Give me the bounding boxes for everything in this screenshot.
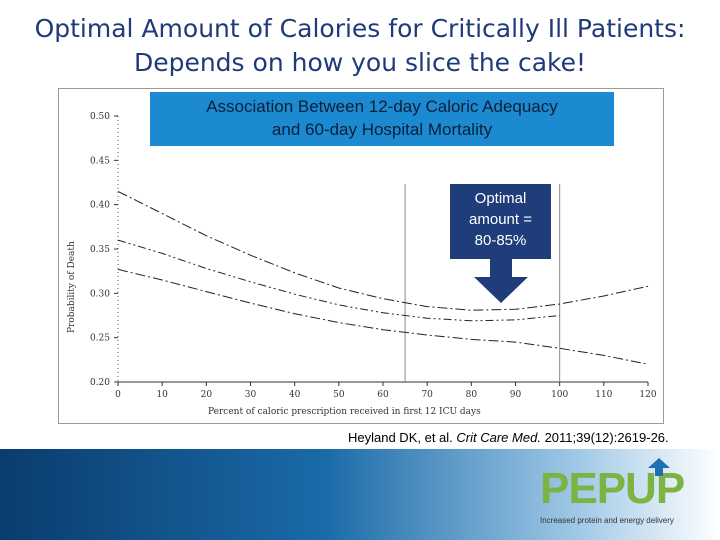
x-tick-label: 50 <box>333 390 345 400</box>
callout-line-2: amount = <box>469 211 532 228</box>
down-arrow-icon <box>474 259 528 303</box>
title-line-1: Optimal Amount of Calories for Criticall… <box>34 14 686 43</box>
slide-title: Optimal Amount of Calories for Criticall… <box>0 12 720 80</box>
pepup-logo: PEPUP Increased protein and energy deliv… <box>540 458 720 534</box>
up-arrow-icon <box>648 458 670 476</box>
x-tick-label: 100 <box>551 390 568 400</box>
x-tick-label: 120 <box>639 390 656 400</box>
y-tick-label: 0.25 <box>90 334 110 344</box>
series-line-estimate <box>117 239 560 322</box>
x-tick-label: 80 <box>466 390 478 400</box>
optimal-amount-callout: Optimal amount = 80-85% <box>450 184 551 259</box>
x-tick-label: 90 <box>510 390 522 400</box>
callout-line-3: 80-85% <box>474 232 527 249</box>
series-line-lower-confidence-limit <box>117 268 649 365</box>
x-tick-label: 70 <box>421 390 433 400</box>
series-line-upper-confidence-limit <box>117 190 649 311</box>
citation-details: 2011;39(12):2619-26. <box>544 430 669 445</box>
x-axis-label: Percent of caloric prescription received… <box>208 407 481 417</box>
y-tick-label: 0.45 <box>90 156 110 166</box>
callout-line-1: Optimal <box>474 190 527 207</box>
citation: Heyland DK, et al. Crit Care Med. 2011;3… <box>348 430 669 445</box>
y-tick-label: 0.50 <box>90 112 110 122</box>
x-tick-label: 40 <box>289 390 301 400</box>
y-tick-label: 0.40 <box>90 201 110 211</box>
banner-line-1: Association Between 12-day Caloric Adequ… <box>206 97 558 116</box>
y-tick-label: 0.30 <box>90 289 110 299</box>
citation-journal: Crit Care Med. <box>456 430 541 445</box>
mortality-chart: Probability of Death Percent of caloric … <box>67 112 657 417</box>
x-tick-label: 20 <box>201 390 213 400</box>
footer-band <box>0 449 720 540</box>
x-tick-label: 0 <box>115 390 121 400</box>
x-tick-label: 110 <box>595 390 612 400</box>
banner-line-2: and 60-day Hospital Mortality <box>271 120 493 139</box>
y-tick-label: 0.20 <box>90 378 110 388</box>
x-tick-label: 60 <box>377 390 389 400</box>
y-tick-label: 0.35 <box>90 245 110 255</box>
title-line-2: Depends on how you slice the cake! <box>133 48 587 77</box>
x-tick-label: 30 <box>245 390 257 400</box>
citation-author: Heyland DK, et al. <box>348 430 453 445</box>
logo-tagline: Increased protein and energy delivery <box>540 516 674 525</box>
chart-title-banner: Association Between 12-day Caloric Adequ… <box>150 92 614 146</box>
x-tick-label: 10 <box>156 390 168 400</box>
y-axis-label: Probability of Death <box>67 241 77 333</box>
